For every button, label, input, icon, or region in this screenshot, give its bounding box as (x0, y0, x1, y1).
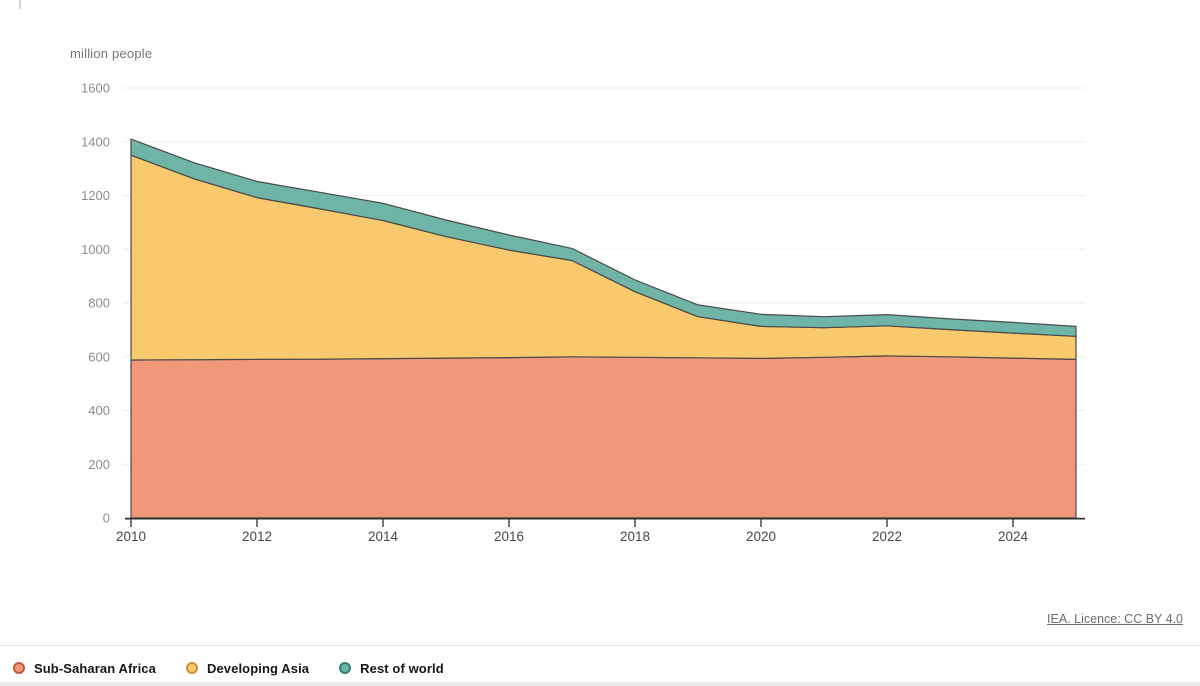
y-tick-label: 1000 (81, 242, 110, 257)
y-axis-unit-label: million people (70, 46, 153, 61)
x-tick-label: 2018 (620, 529, 650, 544)
y-axis-labels: 0 200 400 600 800 1000 1200 1400 1600 (81, 81, 110, 526)
bottom-edge-strip (0, 682, 1200, 686)
x-tick-label: 2024 (998, 529, 1029, 544)
legend-dot-icon (185, 662, 198, 674)
x-tick-label: 2010 (116, 529, 146, 544)
legend-label: Rest of world (360, 660, 444, 676)
y-tick-label: 400 (88, 403, 110, 418)
x-tick-label: 2012 (242, 529, 272, 544)
y-tick-label: 0 (103, 511, 110, 526)
source-licence-link[interactable]: IEA. Licence: CC BY 4.0 (1047, 612, 1183, 626)
legend-item-0[interactable]: Sub-Saharan Africa (13, 661, 156, 676)
legend-divider (0, 645, 1200, 646)
legend-item-1[interactable]: Developing Asia (185, 660, 310, 676)
y-tick-label: 1200 (81, 188, 110, 203)
y-tick-label: 200 (88, 457, 110, 472)
x-tick-label: 2022 (872, 529, 902, 544)
x-tick-label: 2020 (746, 529, 776, 544)
y-tick-label: 1600 (81, 81, 110, 96)
legend-label: Developing Asia (206, 660, 310, 676)
legend-dot-icon (13, 662, 25, 674)
legend: Sub-Saharan Africa Developing Asia Rest of… (13, 655, 444, 681)
screen-edge-artifact (19, 0, 21, 9)
y-tick-label: 800 (88, 296, 110, 311)
x-tick-label: 2014 (368, 529, 399, 544)
area-2 (130, 138, 1077, 337)
x-axis-ticks-labels: 2010 2012 2014 2016 2018 2020 2022 2024 (116, 518, 1029, 544)
y-tick-label: 600 (88, 349, 110, 364)
legend-dot-icon (339, 662, 352, 674)
legend-item-2[interactable]: Rest of world (339, 661, 444, 676)
area-0 (130, 355, 1077, 519)
legend-label: Sub-Saharan Africa (34, 660, 156, 676)
y-tick-label: 1400 (81, 134, 110, 149)
x-tick-label: 2016 (494, 529, 524, 544)
